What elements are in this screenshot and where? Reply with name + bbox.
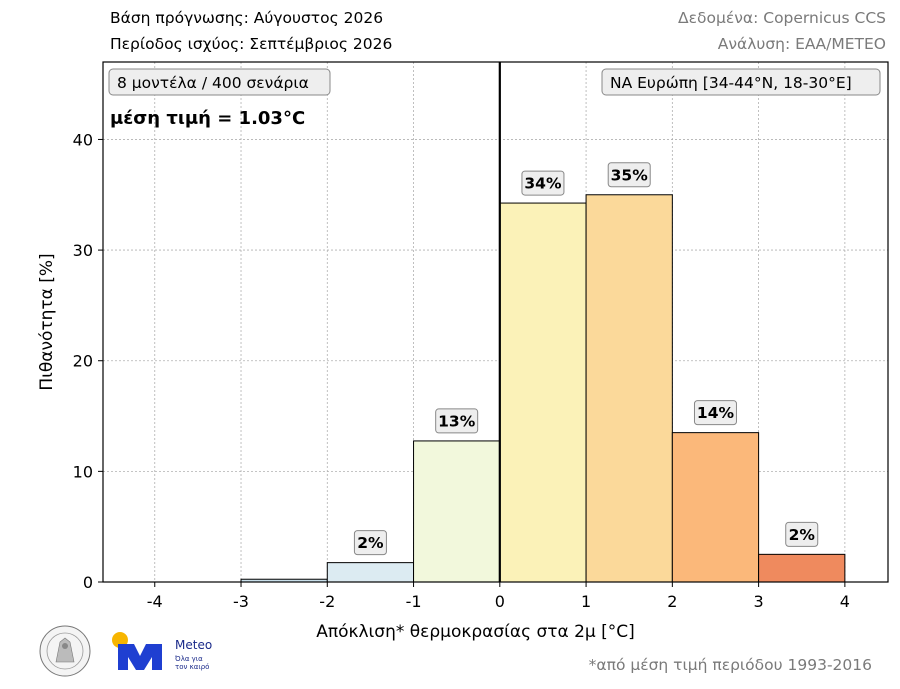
x-tick-label: 2 — [667, 592, 677, 611]
data-source-label: Δεδομένα: Copernicus CCS — [678, 9, 886, 27]
histogram-bar — [413, 440, 501, 583]
analysis-label: Ανάλυση: ΕΑΑ/METEO — [717, 35, 886, 53]
histogram-bar — [758, 553, 846, 583]
histogram-bar — [671, 432, 760, 583]
ensemble-label: 8 μοντέλα / 400 σενάρια — [117, 74, 309, 92]
bar-data-label: 13% — [438, 412, 476, 430]
y-tick-label: 10 — [73, 462, 93, 481]
bar-data-label: 34% — [524, 175, 562, 193]
bar-label-box — [353, 530, 387, 556]
bar-data-label: 2% — [357, 534, 384, 552]
x-tick-label: -3 — [233, 592, 249, 611]
meteo-brand-name: Meteo — [175, 638, 213, 652]
mean-value-label: μέση τιμή = 1.03°C — [110, 108, 305, 129]
y-axis-title: Πιθανότητα [%] — [37, 253, 57, 390]
bar-data-label: 2% — [789, 526, 816, 544]
x-tick-label: 4 — [840, 592, 850, 611]
plot-frame — [102, 61, 889, 583]
x-tick-label: -4 — [147, 592, 163, 611]
histogram-bar — [499, 202, 587, 583]
bar-data-label: 14% — [697, 404, 735, 422]
y-tick-label: 20 — [73, 352, 93, 371]
forecast-base-label: Βάση πρόγνωσης: Αύγουστος 2026 — [110, 9, 384, 27]
y-tick-label: 40 — [73, 130, 93, 149]
footnote: *από μέση τιμή περιόδου 1993-2016 — [588, 656, 872, 674]
y-tick-label: 0 — [83, 573, 93, 592]
bar-label-box — [785, 521, 819, 547]
bar-data-label: 35% — [611, 166, 649, 184]
bar-label-box — [521, 170, 565, 196]
histogram-bar — [585, 194, 673, 583]
x-tick-label: 0 — [495, 592, 505, 611]
bar-label-box — [435, 408, 479, 434]
meteo-tagline: Όλα για τον καιρό — [175, 655, 210, 671]
meteo-logo-icon — [112, 632, 162, 670]
x-tick-label: -2 — [319, 592, 335, 611]
validity-period-label: Περίοδος ισχύος: Σεπτέμβριος 2026 — [110, 35, 393, 53]
ensemble-box — [108, 68, 331, 96]
observatory-seal-icon — [39, 625, 91, 677]
histogram-bar — [326, 562, 415, 583]
region-box — [601, 68, 881, 96]
x-axis-title: Απόκλιση* θερμοκρασίας στα 2μ [°C] — [316, 622, 635, 642]
bar-label-box — [607, 162, 651, 188]
x-tick-label: 3 — [754, 592, 764, 611]
x-tick-label: 1 — [581, 592, 591, 611]
x-tick-label: -1 — [406, 592, 422, 611]
bar-label-box — [693, 400, 737, 426]
y-tick-label: 30 — [73, 241, 93, 260]
region-label: ΝΑ Ευρώπη [34-44°N, 18-30°E] — [610, 74, 852, 92]
